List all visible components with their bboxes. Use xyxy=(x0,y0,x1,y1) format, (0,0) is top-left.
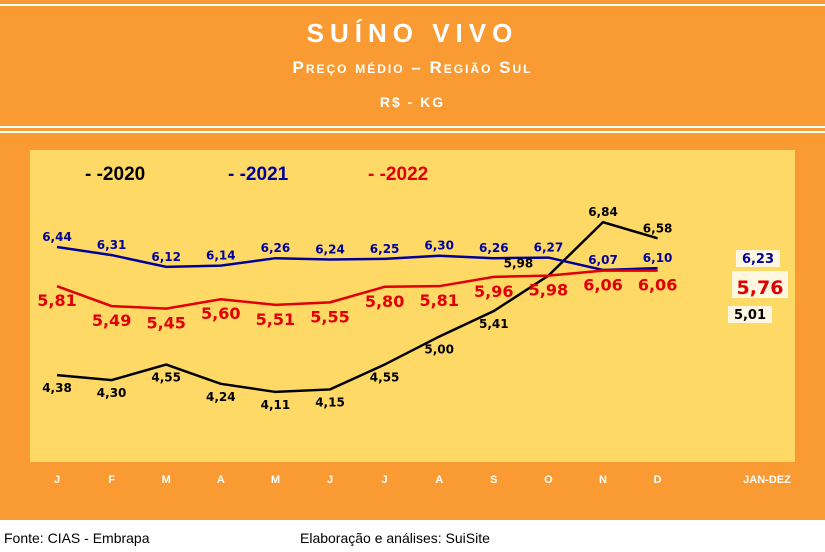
legend-entry: - -2020 xyxy=(85,164,145,185)
data-label: 4,30 xyxy=(97,386,127,400)
data-label: 4,55 xyxy=(151,371,181,385)
x-tick-label: M xyxy=(271,474,280,486)
series-line-2022 xyxy=(56,269,658,310)
data-label: 4,38 xyxy=(42,381,72,395)
average-label-2022: 5,76 xyxy=(737,277,784,299)
x-tick-label: N xyxy=(599,474,607,486)
source-note: Fonte: CIAS - Embrapa xyxy=(4,530,150,546)
x-tick-label: F xyxy=(108,474,115,486)
x-tick-label: M xyxy=(162,474,171,486)
data-label: 5,96 xyxy=(474,282,513,301)
data-label: 6,26 xyxy=(261,241,291,255)
data-label: 6,07 xyxy=(588,253,618,267)
data-label: 4,11 xyxy=(261,398,291,412)
x-tick-label: D xyxy=(654,474,662,486)
data-label: 6,27 xyxy=(534,241,564,255)
data-label: 4,15 xyxy=(315,395,345,409)
data-label: 5,98 xyxy=(504,257,534,271)
line-chart: J F M A M J J A S O N D JAN-DEZ - -2020 - -2021 - -2022… xyxy=(37,164,791,486)
data-label: 5,81 xyxy=(37,291,76,310)
x-tick-label: A xyxy=(217,474,225,486)
legend-entry: - -2021 xyxy=(228,164,289,185)
data-label: 6,06 xyxy=(638,276,677,295)
series-line-2020 xyxy=(56,220,658,394)
data-label: 6,30 xyxy=(424,239,454,253)
data-label: 5,51 xyxy=(256,310,295,329)
chart-title: SUÍNO VIVO xyxy=(306,18,519,48)
x-tick-label: J xyxy=(327,474,333,486)
data-label: 6,84 xyxy=(588,205,618,219)
x-tick-label: J xyxy=(54,474,60,486)
data-label: 5,49 xyxy=(92,311,131,330)
data-label: 5,55 xyxy=(310,307,349,326)
data-label: 6,58 xyxy=(643,221,673,235)
data-label: 6,06 xyxy=(583,276,622,295)
data-label: 4,55 xyxy=(370,371,400,385)
plot-area xyxy=(30,150,795,462)
data-label: 5,45 xyxy=(146,314,185,333)
x-tick-label-summary: JAN-DEZ xyxy=(743,474,791,486)
data-label: 6,25 xyxy=(370,242,400,256)
average-label-2021: 6,23 xyxy=(742,252,774,267)
average-box xyxy=(736,250,780,267)
data-label: 6,12 xyxy=(151,250,181,264)
x-tick-label: A xyxy=(435,474,443,486)
average-label-2020: 5,01 xyxy=(734,308,766,323)
data-label: 6,31 xyxy=(97,238,127,252)
credit-note: Elaboração e análises: SuiSite xyxy=(300,530,490,546)
data-label: 6,24 xyxy=(315,242,345,256)
series-line-2021 xyxy=(56,245,658,272)
average-box xyxy=(728,306,772,323)
data-label: 5,41 xyxy=(479,317,509,331)
x-tick-label: J xyxy=(382,474,388,486)
x-tick-label: O xyxy=(544,474,553,486)
chart-frame: SUÍNO VIVO Preço médio – Região Sul R$ -… xyxy=(0,0,825,520)
data-label: 5,80 xyxy=(365,292,404,311)
x-tick-label: S xyxy=(490,474,497,486)
legend-entry: - -2022 xyxy=(368,164,428,185)
chart-unit: R$ - KG xyxy=(379,94,446,110)
data-label: 4,24 xyxy=(206,390,236,404)
data-label: 5,00 xyxy=(424,343,454,357)
data-label: 5,60 xyxy=(201,304,240,323)
data-label: 6,26 xyxy=(479,241,509,255)
data-label: 6,14 xyxy=(206,249,236,263)
data-label: 5,81 xyxy=(419,291,458,310)
data-label: 5,98 xyxy=(529,281,568,300)
data-label: 6,44 xyxy=(42,230,72,244)
average-box xyxy=(732,271,788,298)
data-label: 6,10 xyxy=(643,251,673,265)
chart-subtitle: Preço médio – Região Sul xyxy=(292,58,533,77)
